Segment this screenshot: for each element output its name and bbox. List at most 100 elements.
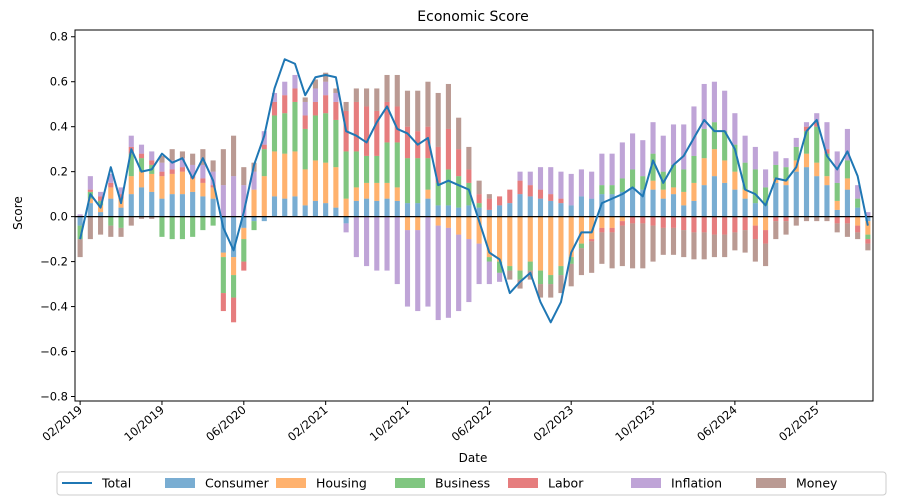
bar-money-2020-12 bbox=[312, 79, 318, 89]
bar-housing-2019-09 bbox=[159, 176, 165, 199]
bar-labor-2022-07 bbox=[507, 189, 513, 204]
bar-consumer-2020-06 bbox=[251, 216, 257, 222]
bar-business-2023-11 bbox=[670, 164, 677, 188]
bar-business-2025-05 bbox=[855, 198, 861, 208]
bar-money-2019-04 bbox=[108, 225, 114, 237]
bar-money-2021-04 bbox=[353, 88, 359, 102]
bar-labor-2025-03 bbox=[834, 216, 840, 224]
bar-inflation-2025-01 bbox=[814, 113, 820, 123]
legend-label-labor: Labor bbox=[548, 476, 584, 491]
bar-housing-2023-10 bbox=[660, 189, 666, 199]
bar-consumer-2019-03 bbox=[98, 212, 104, 217]
bar-housing-2024-01 bbox=[691, 182, 697, 201]
bar-housing-2024-02 bbox=[701, 158, 707, 186]
bar-inflation-2021-11 bbox=[425, 216, 431, 307]
bar-money-2021-05 bbox=[364, 88, 370, 107]
bar-consumer-2024-02 bbox=[701, 185, 707, 217]
bar-labor-2023-12 bbox=[681, 216, 687, 231]
bar-labor-2020-03 bbox=[220, 293, 226, 312]
bar-money-2021-08 bbox=[394, 74, 400, 107]
bar-housing-2024-04 bbox=[722, 160, 728, 183]
bar-inflation-2021-12 bbox=[435, 225, 441, 321]
bar-money-2021-09 bbox=[404, 90, 411, 127]
bar-housing-2021-07 bbox=[384, 182, 390, 199]
bar-labor-2020-11 bbox=[302, 115, 308, 129]
bar-money-2025-06 bbox=[865, 243, 871, 251]
bar-housing-2023-02 bbox=[578, 216, 584, 244]
bar-housing-2021-03 bbox=[343, 198, 349, 217]
bar-housing-2021-09 bbox=[404, 216, 411, 231]
bar-money-2019-03 bbox=[98, 216, 104, 235]
bar-labor-2022-06 bbox=[497, 196, 503, 206]
bar-housing-2019-08 bbox=[149, 173, 155, 192]
bar-labor-2019-03 bbox=[98, 196, 104, 201]
bar-labor-2023-10 bbox=[660, 216, 666, 228]
y-tick-label: 0.6 bbox=[50, 75, 68, 89]
bar-consumer-2024-01 bbox=[691, 200, 697, 217]
bar-business-2021-12 bbox=[435, 182, 441, 206]
bar-housing-2019-04 bbox=[108, 187, 114, 199]
bar-consumer-2022-04 bbox=[476, 207, 482, 217]
bar-consumer-2021-03 bbox=[343, 216, 349, 224]
bar-inflation-2024-08 bbox=[763, 169, 769, 188]
bar-labor-2025-01 bbox=[814, 122, 820, 127]
bar-housing-2021-10 bbox=[415, 216, 421, 231]
bar-labor-2019-10 bbox=[169, 169, 175, 174]
bar-labor-2023-03 bbox=[589, 239, 595, 242]
bar-labor-2021-12 bbox=[435, 146, 441, 183]
y-tick-label: −0.6 bbox=[40, 345, 68, 359]
bar-business-2020-12 bbox=[312, 115, 318, 161]
bar-housing-2022-09 bbox=[527, 216, 533, 262]
bar-consumer-2021-07 bbox=[384, 198, 390, 217]
bar-consumer-2023-09 bbox=[650, 189, 656, 217]
bar-inflation-2019-04 bbox=[108, 173, 114, 183]
bar-consumer-2023-11 bbox=[670, 194, 677, 217]
bar-consumer-2021-06 bbox=[374, 200, 380, 217]
bar-money-2023-02 bbox=[578, 248, 584, 276]
bar-labor-2024-05 bbox=[732, 216, 738, 233]
bar-inflation-2023-10 bbox=[660, 135, 666, 172]
bar-money-2024-06 bbox=[742, 230, 748, 253]
bar-money-2023-09 bbox=[650, 225, 656, 262]
bar-consumer-2020-04 bbox=[231, 216, 237, 258]
bar-consumer-2022-06 bbox=[497, 205, 503, 217]
bar-labor-2022-02 bbox=[456, 149, 462, 177]
bar-business-2021-07 bbox=[384, 142, 390, 183]
bar-money-2024-11 bbox=[793, 216, 799, 226]
bar-housing-2020-03 bbox=[220, 252, 226, 258]
bar-business-2019-05 bbox=[118, 216, 124, 228]
bar-housing-2020-05 bbox=[241, 227, 247, 240]
bar-inflation-2023-09 bbox=[650, 122, 656, 154]
bar-business-2023-09 bbox=[650, 153, 656, 181]
bar-labor-2021-08 bbox=[394, 106, 400, 143]
bar-money-2022-02 bbox=[456, 117, 462, 150]
bar-inflation-2024-11 bbox=[793, 137, 799, 147]
bar-consumer-2020-03 bbox=[220, 216, 226, 253]
bar-money-2023-01 bbox=[568, 263, 574, 287]
bar-inflation-2020-01 bbox=[200, 164, 206, 179]
bar-money-2023-05 bbox=[609, 232, 615, 269]
bar-consumer-2020-02 bbox=[210, 198, 216, 217]
bar-inflation-2019-11 bbox=[179, 158, 185, 168]
bar-labor-2023-08 bbox=[640, 216, 646, 224]
bar-inflation-2021-05 bbox=[364, 216, 370, 267]
bar-business-2021-10 bbox=[415, 158, 421, 204]
bar-housing-2022-07 bbox=[507, 216, 513, 267]
bar-housing-2020-11 bbox=[302, 169, 308, 206]
bar-housing-2021-05 bbox=[364, 182, 370, 199]
bar-money-2020-02 bbox=[210, 160, 216, 172]
bar-money-2024-09 bbox=[773, 221, 779, 240]
bar-consumer-2020-10 bbox=[292, 196, 298, 217]
bar-business-2023-06 bbox=[619, 178, 625, 192]
bar-housing-2022-01 bbox=[445, 216, 451, 228]
bars-layer bbox=[77, 72, 871, 323]
bar-business-2022-05 bbox=[486, 257, 492, 262]
bar-housing-2019-10 bbox=[169, 173, 175, 195]
bar-labor-2019-11 bbox=[179, 167, 185, 172]
bar-business-2024-01 bbox=[691, 155, 697, 183]
bar-inflation-2022-06 bbox=[497, 272, 503, 282]
y-tick-label: 0.0 bbox=[50, 210, 68, 224]
bar-money-2022-01 bbox=[445, 83, 451, 129]
bar-labor-2022-01 bbox=[445, 128, 451, 170]
bar-housing-2023-05 bbox=[609, 216, 615, 228]
